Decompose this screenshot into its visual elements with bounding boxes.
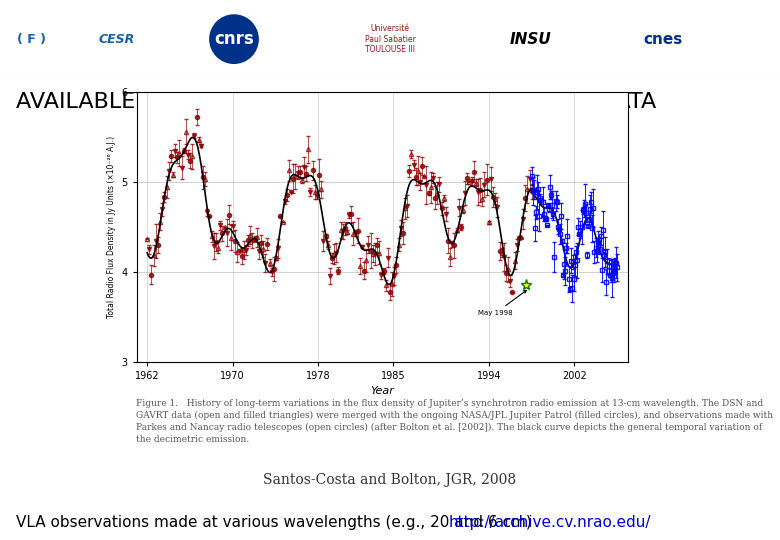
Text: cnrs: cnrs <box>215 30 254 48</box>
Text: May 1998: May 1998 <box>478 291 526 316</box>
Text: Université
Paul Sabatier
TOULOUSE III: Université Paul Sabatier TOULOUSE III <box>364 24 416 54</box>
Text: cnes: cnes <box>644 32 682 46</box>
Text: INSU: INSU <box>509 32 551 46</box>
Text: ( F ): ( F ) <box>16 32 46 46</box>
Y-axis label: Total Radio Flux Density in Jy Units (×10⁻²⁶ A.J.): Total Radio Flux Density in Jy Units (×1… <box>107 136 115 318</box>
X-axis label: Year: Year <box>370 387 394 396</box>
Text: VLA observations made at various wavelengths (e.g., 20 and 6 cm): VLA observations made at various wavelen… <box>16 515 541 530</box>
Text: AVAILABLE RADIO DATA AT JUPITER: SYNCHROTRON DATA: AVAILABLE RADIO DATA AT JUPITER: SYNCHRO… <box>16 92 656 112</box>
Text: Santos-Costa and Bolton, JGR, 2008: Santos-Costa and Bolton, JGR, 2008 <box>264 473 516 487</box>
Text: Figure 1.   History of long-term variations in the flux density of Jupiter’s syn: Figure 1. History of long-term variation… <box>136 399 774 444</box>
Text: CESR: CESR <box>99 32 135 46</box>
Text: http://archive.cv.nrao.edu/: http://archive.cv.nrao.edu/ <box>448 515 651 530</box>
